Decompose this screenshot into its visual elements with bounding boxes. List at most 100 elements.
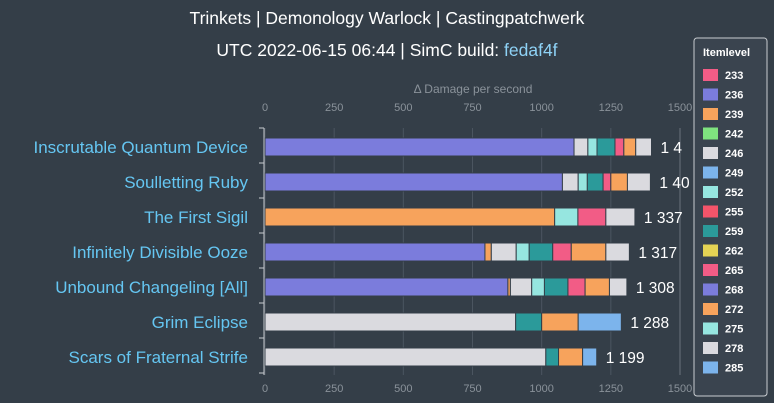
bar-segment (567, 277, 586, 297)
x-tick-label-top: 1250 (599, 102, 623, 114)
total-label: 1 199 (606, 350, 645, 367)
bar-segment (614, 137, 625, 157)
total-label: 1 337 (644, 210, 683, 227)
category-label[interactable]: Inscrutable Quantum Device (34, 138, 249, 157)
legend-swatch (703, 264, 718, 276)
bar-segment (596, 137, 616, 157)
legend-item[interactable]: 275 (725, 324, 743, 336)
chart-subtitle: UTC 2022-06-15 06:44 | SimC build: fedaf… (216, 40, 557, 60)
bar-segment (484, 242, 492, 262)
legend-swatch (703, 108, 718, 120)
category-label[interactable]: Unbound Changeling [All] (55, 278, 248, 297)
bar-segment (554, 207, 579, 227)
bar-segment (543, 277, 569, 297)
legend-item[interactable]: 262 (725, 246, 743, 258)
bar-segment (264, 172, 563, 192)
x-tick-label-top: 1500 (668, 102, 692, 114)
x-tick-label-bottom: 1500 (668, 383, 692, 395)
legend-swatch (703, 283, 718, 296)
total-label: 1 288 (630, 315, 669, 332)
legend-swatch (703, 186, 718, 198)
bar-segment (635, 137, 653, 157)
build-link[interactable]: fedaf4f (504, 40, 558, 60)
legend-item[interactable]: 233 (725, 70, 743, 82)
category-labels: Inscrutable Quantum Device Soulletting Ru… (34, 138, 249, 367)
category-label[interactable]: Infinitely Divisible Ooze (72, 243, 248, 262)
total-label: 1 40 (659, 175, 690, 192)
legend-swatch (703, 69, 718, 81)
bar-segment (515, 242, 530, 262)
bar-segment (610, 172, 628, 192)
bar-segment (264, 207, 556, 227)
legend-item[interactable]: 246 (725, 148, 743, 160)
x-tick-label-top: 750 (463, 102, 481, 114)
x-tick-label-top: 0 (262, 102, 268, 114)
legend-item[interactable]: 236 (725, 90, 743, 102)
category-label[interactable]: The First Sigil (144, 208, 248, 227)
subtitle-prefix: UTC 2022-06-15 06:44 | SimC build: (216, 40, 504, 60)
top-tick-labels: 0 250 500 750 1000 1250 1500 (262, 102, 692, 114)
legend-item[interactable]: 252 (725, 187, 743, 199)
legend-item[interactable]: 272 (725, 304, 743, 316)
bar-segment (587, 137, 598, 157)
bar-segment (608, 277, 628, 297)
legend-item[interactable]: 285 (725, 363, 743, 375)
bars (264, 137, 653, 367)
x-tick-label-bottom: 750 (463, 383, 481, 395)
bar-segment (515, 312, 543, 332)
category-label[interactable]: Grim Eclipse (152, 313, 248, 332)
legend-item[interactable]: 268 (725, 285, 743, 297)
total-label: 1 317 (638, 245, 677, 262)
category-label[interactable]: Scars of Fraternal Strife (68, 348, 248, 367)
bar-segment (264, 137, 575, 157)
legend-swatch (703, 322, 718, 335)
bar-segment (586, 172, 604, 192)
bar-segment (584, 277, 610, 297)
legend-swatch (703, 361, 718, 374)
bar-segment (264, 277, 509, 297)
x-tick-label-bottom: 250 (325, 383, 343, 395)
legend-item[interactable]: 249 (725, 168, 743, 180)
legend-swatch (703, 205, 718, 218)
bar-segment (545, 347, 560, 367)
legend: Itemlevel 233 236 239 242 246 249 252 255 259 262… (693, 37, 768, 397)
chart-title: Trinkets | Demonology Warlock | Castingp… (190, 8, 585, 28)
bar-segment (605, 242, 630, 262)
bar-segment (490, 242, 517, 262)
legend-swatch (703, 244, 718, 257)
x-tick-label-top: 500 (394, 102, 412, 114)
legend-item[interactable]: 239 (725, 109, 743, 121)
bottom-tick-labels: 0 250 500 750 1000 1250 1500 (262, 383, 692, 395)
bar-segment (541, 312, 579, 332)
bar-segment (582, 347, 598, 367)
x-tick-label-bottom: 1250 (599, 383, 623, 395)
legend-swatch (703, 147, 718, 159)
x-tick-label-top: 1000 (529, 102, 553, 114)
x-tick-label-bottom: 500 (394, 383, 412, 395)
legend-swatch (703, 127, 718, 140)
legend-swatch (703, 303, 718, 315)
total-label: 1 4 (661, 140, 683, 157)
category-label[interactable]: Soulletting Ruby (124, 173, 248, 192)
bar-segment (577, 312, 622, 332)
bar-segment (264, 242, 486, 262)
legend-item[interactable]: 278 (725, 343, 743, 355)
legend-swatch (703, 88, 718, 101)
bar-segment (626, 172, 651, 192)
bar-segment (528, 242, 554, 262)
x-tick-label-bottom: 0 (262, 383, 268, 395)
bar-segment (605, 207, 636, 227)
bar-segment (264, 312, 517, 332)
legend-item[interactable]: 255 (725, 207, 743, 219)
bar-segment (577, 172, 588, 192)
legend-swatch (703, 225, 718, 237)
bar-segment (577, 207, 607, 227)
legend-item[interactable]: 259 (725, 226, 743, 238)
legend-item[interactable]: 265 (725, 265, 743, 277)
legend-swatch (703, 342, 718, 354)
legend-item[interactable]: 242 (725, 129, 743, 141)
x-axis-title: Δ Damage per second (414, 82, 533, 96)
bar-segment (573, 137, 589, 157)
bar-segment (570, 242, 607, 262)
